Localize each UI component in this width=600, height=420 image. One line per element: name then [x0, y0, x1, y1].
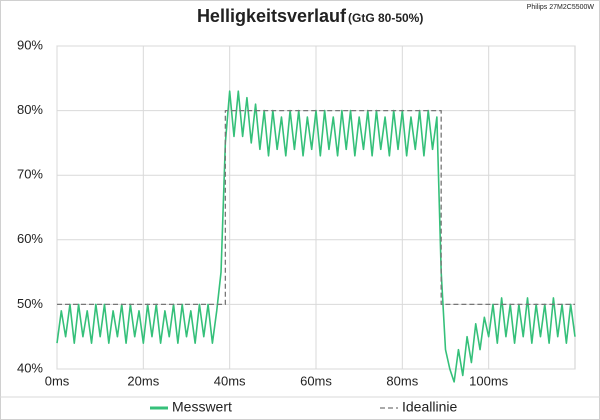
legend-label: Messwert	[172, 399, 232, 415]
chart-subtitle: (GtG 80-50%)	[348, 11, 423, 25]
y-tick-label: 70%	[17, 167, 43, 182]
series-line	[57, 109, 575, 306]
legend-label: Ideallinie	[402, 399, 457, 415]
chart-title: Helligkeitsverlauf	[197, 6, 347, 26]
x-tick-label: 100ms	[469, 373, 509, 388]
y-tick-label: 60%	[17, 231, 43, 246]
y-tick-label: 50%	[17, 296, 43, 311]
annotation: Philips 27M2C5500W	[527, 4, 595, 11]
x-tick-label: 40ms	[214, 373, 246, 388]
x-tick-label: 20ms	[127, 373, 159, 388]
x-tick-label: 60ms	[300, 373, 332, 388]
x-tick-label: 0ms	[45, 373, 70, 388]
y-tick-label: 40%	[17, 360, 43, 375]
x-tick-label: 80ms	[386, 373, 418, 388]
y-tick-label: 90%	[17, 37, 43, 52]
y-tick-label: 80%	[17, 102, 43, 117]
